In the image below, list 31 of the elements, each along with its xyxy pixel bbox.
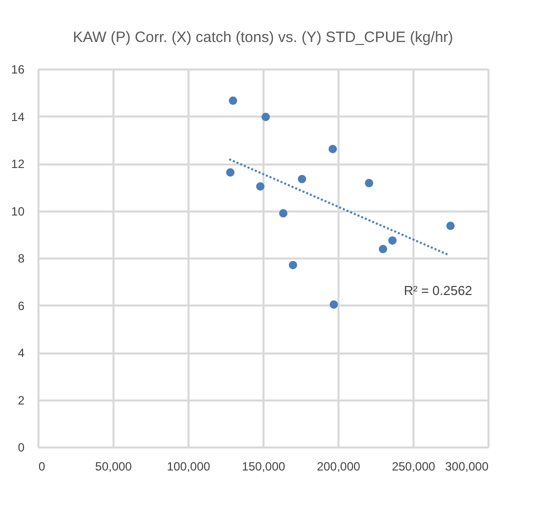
- x-tick-label: 150,000: [242, 460, 286, 474]
- y-tick-label: 16: [11, 62, 25, 76]
- y-tick-label: 14: [11, 110, 25, 124]
- point: [364, 178, 374, 188]
- point: [262, 112, 270, 122]
- y-tick-label: 6: [18, 298, 25, 313]
- y-tick-label: 8: [18, 252, 25, 266]
- y-tick-label: 2: [18, 393, 25, 408]
- point: [228, 96, 238, 105]
- x-tick-label: 250,000: [392, 460, 436, 474]
- point: [226, 168, 234, 177]
- x-tick-label: 0: [38, 460, 46, 474]
- x-tick-label: 100,000: [166, 460, 211, 474]
- y-tick-label: 10: [11, 204, 25, 218]
- point: [298, 174, 306, 184]
- y-tick-label: 4: [18, 346, 25, 360]
- point: [388, 236, 397, 245]
- chart-title: KAW (P) Corr. (X) catch (tons) vs. (Y) STD_CPUE (kg/hr): [72, 29, 454, 46]
- y-tick-label: 12: [11, 157, 25, 171]
- point: [279, 209, 288, 218]
- y-tick-label: 0: [18, 440, 25, 454]
- point: [330, 300, 338, 309]
- point: [446, 222, 455, 230]
- point: [256, 182, 264, 191]
- annotation: R² = 0.2562: [404, 283, 472, 298]
- point: [328, 144, 337, 154]
- point: [378, 244, 388, 254]
- x-tick-label: 300,000: [445, 460, 489, 474]
- x-tick-label: 50,000: [95, 460, 132, 474]
- point: [288, 260, 298, 270]
- x-tick-label: 200,000: [316, 460, 361, 474]
